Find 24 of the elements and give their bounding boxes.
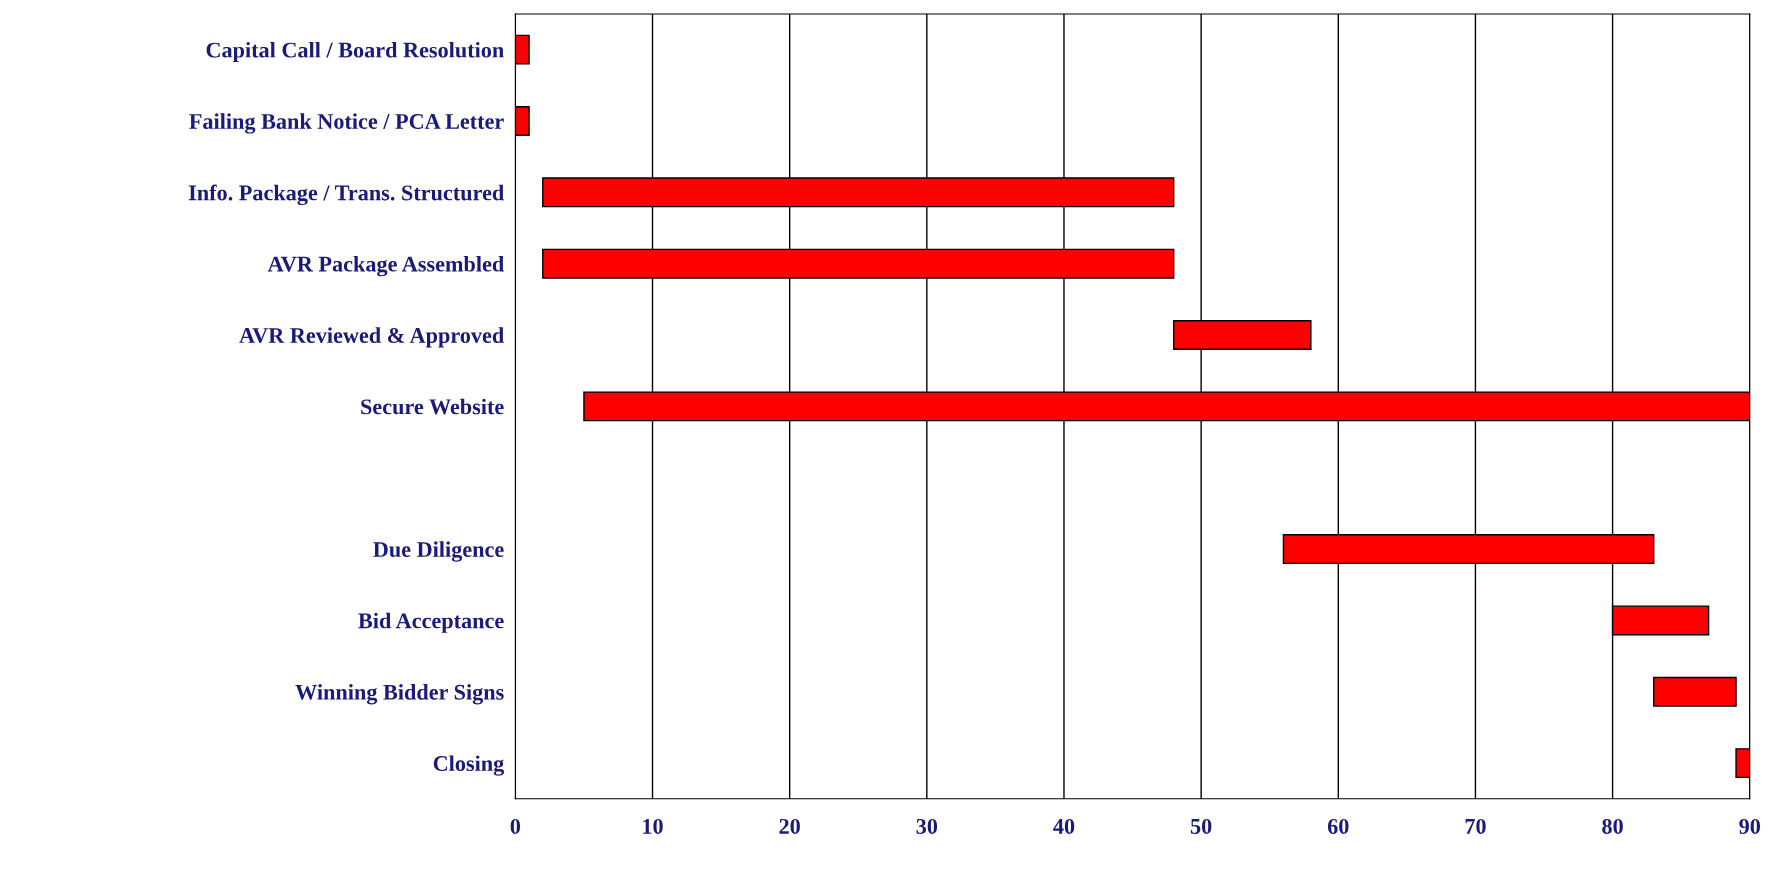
y-tick-label: Winning Bidder Signs — [295, 684, 504, 705]
bar — [515, 106, 530, 136]
y-tick-label: Capital Call / Board Resolution — [206, 41, 504, 63]
y-tick-label: Due Diligence — [373, 541, 504, 562]
x-tick-label: 20 — [779, 818, 800, 834]
x-tick-label: 40 — [1053, 818, 1075, 834]
y-tick-label: Bid Acceptance — [358, 612, 504, 633]
y-tick-label: AVR Reviewed & Approved — [239, 327, 504, 348]
bar — [515, 34, 530, 65]
x-tick-label: 60 — [1327, 818, 1349, 834]
y-tick-label: Info. Package / Trans. Structured — [188, 184, 504, 206]
x-tick-label: 10 — [643, 818, 663, 834]
x-tick-label: 30 — [916, 818, 938, 834]
x-tick-label: 50 — [1190, 818, 1212, 834]
y-tick-label: Secure Website — [361, 398, 504, 415]
y-tick-label: Closing — [433, 755, 505, 776]
bar — [1735, 748, 1750, 779]
x-tick-label: 90 — [1739, 818, 1761, 834]
x-tick-label: 0 — [510, 818, 521, 834]
y-tick-label: Failing Bank Notice / PCA Letter — [189, 113, 504, 134]
y-tick-label: AVR Package Assembled — [267, 255, 504, 277]
bar — [1653, 676, 1737, 707]
x-tick-label: 80 — [1602, 818, 1623, 834]
x-tick-label: 70 — [1465, 818, 1486, 834]
